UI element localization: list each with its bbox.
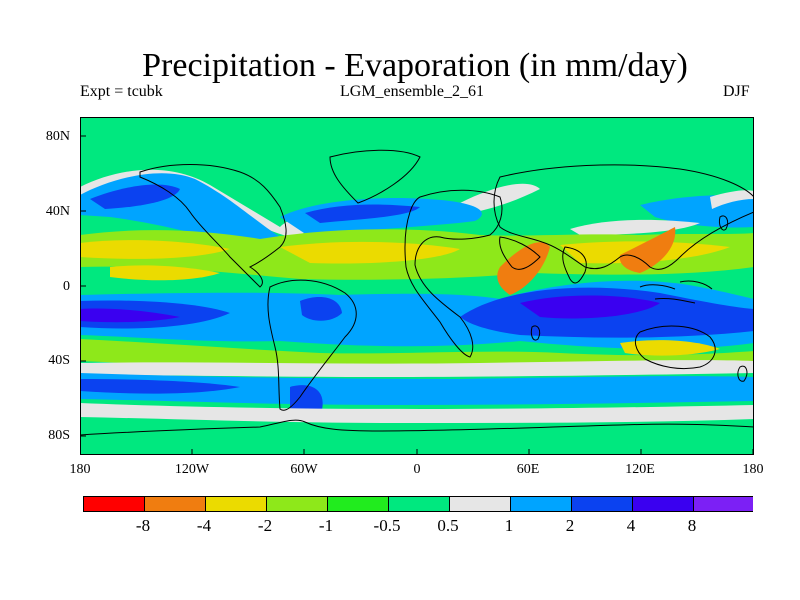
coast-arabia <box>499 236 541 270</box>
colorbar-swatch-4 <box>327 496 389 512</box>
colorbar-label-5: 0.5 <box>437 516 459 535</box>
lon-label-180w: 180 <box>69 462 91 477</box>
colorbar-label-6: 1 <box>504 516 514 535</box>
band-asia-light <box>570 219 700 235</box>
coast-europe-africa <box>404 189 503 358</box>
colorbar-swatch-9 <box>632 496 694 512</box>
coast-south-america <box>267 279 357 411</box>
lat-label-80n: 80N <box>45 129 70 144</box>
colorbar-swatch-0 <box>83 496 145 512</box>
lon-label-120e: 120E <box>625 462 655 477</box>
band-bengal-orange <box>619 227 676 273</box>
lon-label-60w: 60W <box>290 462 318 477</box>
band-north-yellow-1 <box>80 240 230 259</box>
colorbar-swatch-6 <box>449 496 511 512</box>
band-itcz-core-west <box>80 308 180 323</box>
colorbar-label-8: 4 <box>626 516 636 535</box>
band-south-ocean-core <box>80 379 240 394</box>
coast-australia <box>634 325 716 370</box>
band-amazon-blue <box>300 297 342 321</box>
band-south-light-1 <box>80 360 754 377</box>
colorbar-swatch-3 <box>266 496 328 512</box>
band-south-light-2 <box>80 403 754 423</box>
coast-madagascar <box>530 325 541 341</box>
lon-label-120w: 120W <box>174 462 210 477</box>
coast-asia <box>493 164 754 270</box>
coast-india <box>562 246 587 284</box>
coast-japan <box>719 215 729 231</box>
pe-map <box>80 117 754 455</box>
colorbar-swatch-10 <box>693 496 753 512</box>
coast-greenland <box>329 149 421 204</box>
colorbar-label-7: 2 <box>565 516 575 535</box>
colorbar-label-3: -1 <box>318 516 334 535</box>
lat-label-0: 0 <box>63 279 70 294</box>
coast-antarctica <box>80 419 754 436</box>
band-south-ocean-wet <box>80 373 754 405</box>
colorbar-label-9: 8 <box>687 516 697 535</box>
lat-label-40s: 40S <box>48 353 70 368</box>
colorbar-swatch-5 <box>388 496 450 512</box>
colorbar-label-0: -8 <box>135 516 151 535</box>
experiment-label: Expt = tcubk <box>80 83 163 100</box>
colorbar-swatch-8 <box>571 496 633 512</box>
band-north-atlantic-core <box>305 204 420 223</box>
lat-label-40n: 40N <box>45 204 70 219</box>
band-east-pacific-light <box>710 190 754 209</box>
band-pacific-yellow <box>110 265 220 281</box>
lon-label-0: 0 <box>413 462 421 477</box>
coast-newzealand <box>737 365 748 382</box>
band-north-pacific-core <box>90 184 180 209</box>
lon-label-180e: 180 <box>742 462 764 477</box>
colorbar-swatch-1 <box>144 496 206 512</box>
plot-title: Precipitation - Evaporation (in mm/day) <box>142 47 688 84</box>
colorbar-label-2: -2 <box>257 516 273 535</box>
lat-label-80s: 80S <box>48 428 70 443</box>
lon-label-60e: 60E <box>516 462 540 477</box>
band-south-yellow <box>620 340 720 356</box>
map-ticks <box>80 135 754 455</box>
ensemble-label: LGM_ensemble_2_61 <box>340 83 484 100</box>
band-south-subtropics <box>80 339 754 369</box>
coast-north-america <box>139 164 287 288</box>
colorbar-label-1: -4 <box>196 516 212 535</box>
colorbar <box>83 496 753 512</box>
season-label: DJF <box>723 83 750 100</box>
band-indian-ocean-core <box>520 295 660 319</box>
colorbar-label-4: -0.5 <box>373 516 401 535</box>
colorbar-swatch-7 <box>510 496 572 512</box>
coast-maritime <box>639 280 713 304</box>
colorbar-swatch-2 <box>205 496 267 512</box>
